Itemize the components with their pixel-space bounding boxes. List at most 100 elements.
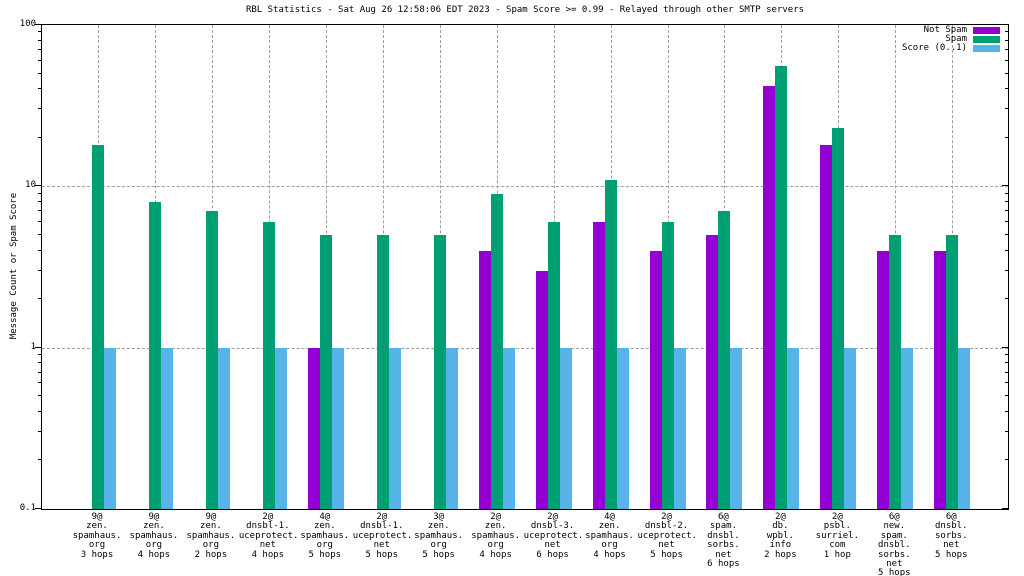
y-minor-tick-right [1005,410,1008,412]
y-major-tick [35,346,41,348]
y-minor-tick-right [1005,72,1008,74]
y-major-tick-right [1002,346,1008,348]
not-spam-bar [649,250,662,509]
y-minor-tick-right [1005,269,1008,271]
y-major-tick-right [1002,185,1008,187]
legend-swatch [973,27,1000,34]
legend: Not Spam Spam Score (0..1) [902,26,1000,53]
y-minor-tick-right [1005,298,1008,300]
x-tick-label: 3@ zen. spamhaus. org 5 hops [414,512,464,560]
score-bar [730,347,743,509]
score-bar [104,347,116,509]
y-minor-tick-right [1005,108,1008,110]
y-minor-tick-right [1005,249,1008,251]
x-tick-label: 9@ zen. spamhaus. org 4 hops [129,512,179,560]
y-minor-tick-right [1005,192,1008,194]
y-major-tick-right [1002,508,1008,509]
horizontal-gridline [42,347,1008,349]
horizontal-gridline [42,186,1008,188]
y-minor-tick [38,410,41,412]
y-minor-tick-right [1005,221,1008,223]
not-spam-bar [478,250,491,509]
spam-bar [718,211,731,509]
x-tick-label: 4@ zen. spamhaus. org 5 hops [300,512,350,560]
y-major-tick [35,508,41,509]
score-bar [160,347,173,509]
x-tick-label: 6@ spam. dnsbl. sorbs. net 6 hops [707,512,740,570]
spam-bar [547,222,560,509]
x-tick-label: 6@ dnsbl. sorbs. net 5 hops [934,512,968,560]
x-tick-label: 2@ dnsbl-3. uceprotect. net 6 hops [523,512,584,560]
legend-row: Not Spam [902,26,1000,35]
y-major-tick [35,24,41,25]
score-bar [901,347,914,509]
y-tick-label: 100 [19,19,36,29]
y-minor-tick [38,210,41,212]
y-minor-tick-right [1005,88,1008,90]
x-tick-label: 2@ dnsbl-1. uceprotect. net 5 hops [352,512,413,560]
spam-bar [92,145,104,509]
score-bar [502,347,515,509]
spam-bar [205,211,218,509]
x-tick-label: 4@ zen. spamhaus. org 4 hops [585,512,634,560]
not-spam-bar [934,250,947,509]
not-spam-bar [877,250,890,509]
y-minor-tick [38,136,41,138]
y-minor-tick-right [1005,395,1008,397]
y-minor-tick [38,233,41,235]
y-tick-label: 1 [30,341,36,352]
legend-swatch [973,45,1000,52]
not-spam-bar [307,347,320,509]
legend-label: Not Spam [923,25,967,35]
y-minor-tick [38,354,41,356]
not-spam-bar [820,145,833,509]
legend-row: Spam [902,35,1000,44]
spam-bar [775,65,788,509]
y-minor-tick [38,72,41,74]
spam-bar [490,193,503,509]
y-minor-tick-right [1005,200,1008,202]
y-minor-tick [38,200,41,202]
legend-swatch [973,36,1000,43]
y-tick-label: 10 [25,180,36,191]
score-bar [274,347,287,509]
x-tick-label: 2@ dnsbl-1. uceprotect. net 4 hops [238,512,299,560]
score-bar [331,347,344,509]
y-minor-tick [38,59,41,61]
x-tick-label: 6@ new. spam. dnsbl. sorbs. net 5 hops [878,512,911,576]
score-bar [388,347,401,509]
spam-bar [319,234,332,509]
not-spam-bar [763,85,776,509]
x-tick-label: 2@ psbl. surriel. com 1 hop [815,512,860,560]
x-tick-label: 9@ zen. spamhaus. org 2 hops [186,512,236,560]
y-minor-tick [38,269,41,271]
y-minor-tick-right [1005,431,1008,433]
y-major-tick-right [1002,24,1008,25]
spam-bar [433,234,446,509]
score-bar [559,347,572,509]
score-bar [217,347,230,509]
not-spam-bar [592,222,605,509]
y-minor-tick-right [1005,39,1008,41]
y-minor-tick [38,221,41,223]
legend-row: Score (0..1) [902,44,1000,53]
x-tick-label: 2@ dnsbl-2. uceprotect. net 5 hops [637,512,698,560]
score-bar [787,347,800,509]
y-minor-tick [38,371,41,373]
y-minor-tick [38,39,41,41]
y-minor-tick-right [1005,136,1008,138]
y-minor-tick-right [1005,210,1008,212]
chart-title: RBL Statistics - Sat Aug 26 12:58:06 EDT… [245,5,805,15]
spam-bar [376,234,389,509]
y-major-tick [35,185,41,187]
y-minor-tick-right [1005,354,1008,356]
y-minor-tick-right [1005,31,1008,33]
y-minor-tick [38,249,41,251]
y-minor-tick [38,88,41,90]
spam-bar [832,127,845,509]
y-minor-tick-right [1005,362,1008,364]
y-minor-tick-right [1005,459,1008,461]
x-tick-label: 2@ zen. spamhaus. org 4 hops [471,512,521,560]
score-bar [616,347,629,509]
